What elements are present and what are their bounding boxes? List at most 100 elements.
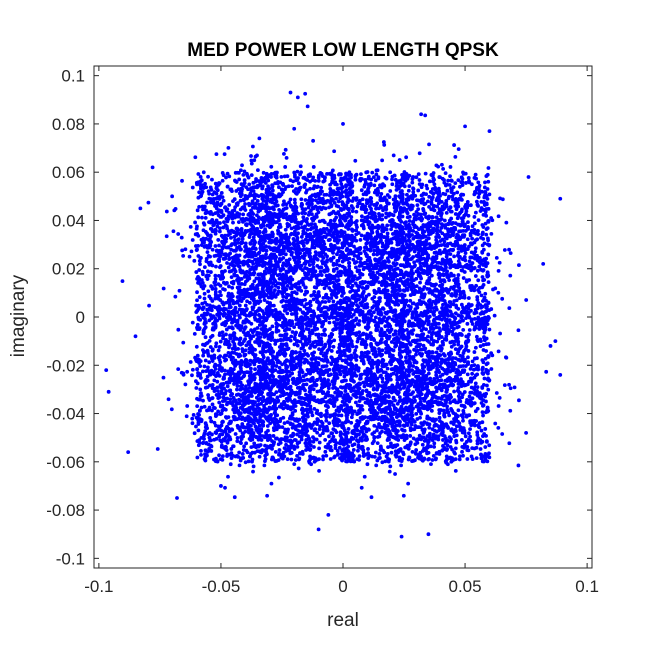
data-point <box>376 241 381 245</box>
data-point <box>243 249 248 253</box>
data-point <box>287 223 292 228</box>
data-point <box>199 256 203 260</box>
data-point <box>223 233 227 238</box>
data-point <box>338 253 343 258</box>
data-point <box>319 306 324 311</box>
data-point <box>278 252 282 257</box>
data-point <box>198 282 203 286</box>
data-point <box>365 231 370 236</box>
data-point <box>269 295 273 300</box>
data-point <box>312 289 317 294</box>
data-point <box>425 186 430 191</box>
data-point <box>270 188 275 193</box>
data-point <box>470 322 475 326</box>
data-point <box>405 288 410 292</box>
data-point <box>370 242 374 247</box>
data-point <box>303 224 307 229</box>
data-point <box>254 213 259 218</box>
data-point <box>338 207 343 211</box>
data-point <box>448 234 453 239</box>
data-point <box>504 220 509 225</box>
data-point <box>189 249 194 254</box>
data-point <box>435 266 440 271</box>
data-point <box>248 232 252 237</box>
data-point <box>283 147 288 152</box>
data-point <box>420 235 425 240</box>
data-point <box>355 225 359 230</box>
data-point <box>449 178 454 183</box>
data-point <box>517 263 521 268</box>
data-point <box>404 197 409 202</box>
data-point <box>214 152 219 157</box>
data-point <box>249 284 253 289</box>
data-point <box>265 193 270 198</box>
data-point <box>281 261 286 266</box>
data-point <box>334 237 339 242</box>
data-point <box>464 212 468 217</box>
data-point <box>384 207 389 212</box>
data-point <box>213 276 218 281</box>
data-point <box>281 267 286 271</box>
data-point <box>444 236 449 241</box>
data-point <box>289 219 294 224</box>
data-point <box>396 202 401 207</box>
data-point <box>320 250 325 255</box>
data-point <box>318 200 323 205</box>
data-point <box>463 205 468 210</box>
data-point <box>407 214 412 219</box>
data-point <box>461 289 466 294</box>
data-point <box>347 256 352 261</box>
data-point <box>472 230 477 235</box>
data-point <box>205 273 209 278</box>
data-point <box>321 234 326 239</box>
data-point <box>377 299 382 304</box>
data-point <box>232 208 237 213</box>
data-point <box>406 188 411 193</box>
data-point <box>345 241 350 246</box>
data-point <box>302 276 307 281</box>
data-point <box>424 261 429 266</box>
data-point <box>335 186 340 191</box>
data-point <box>353 158 358 163</box>
data-point <box>260 179 264 184</box>
data-point <box>456 273 461 277</box>
data-point <box>249 296 254 301</box>
data-point <box>249 173 254 178</box>
data-point <box>212 254 217 258</box>
data-point <box>221 302 226 306</box>
data-point <box>305 217 309 221</box>
data-point <box>314 243 319 247</box>
data-point <box>480 250 485 255</box>
data-point <box>412 212 416 217</box>
data-point <box>331 175 335 179</box>
data-point <box>366 187 370 192</box>
data-point <box>213 181 218 186</box>
data-point <box>303 285 308 290</box>
data-point <box>215 200 220 205</box>
data-point <box>455 200 460 205</box>
data-point <box>267 270 272 275</box>
data-point <box>225 261 229 265</box>
data-point <box>331 250 335 255</box>
data-point <box>409 256 414 261</box>
data-point <box>284 271 289 275</box>
data-point <box>316 273 321 277</box>
data-point <box>378 256 382 261</box>
data-point <box>466 296 471 300</box>
data-point <box>351 277 356 282</box>
data-point <box>432 177 436 182</box>
data-point <box>227 256 232 261</box>
data-point <box>457 196 462 201</box>
data-point <box>443 192 448 197</box>
data-point <box>229 275 234 280</box>
data-point <box>444 202 449 207</box>
data-point <box>332 276 337 281</box>
data-point <box>321 255 326 260</box>
data-point <box>481 283 486 287</box>
data-point <box>241 183 246 188</box>
data-point <box>384 211 389 216</box>
data-point <box>452 254 457 259</box>
data-point <box>319 246 324 251</box>
data-point <box>342 257 347 262</box>
data-point <box>328 218 333 223</box>
